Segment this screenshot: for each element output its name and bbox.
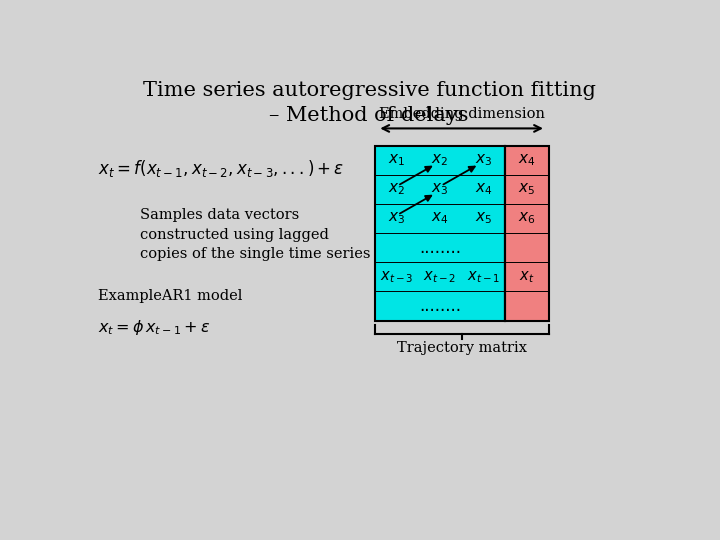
Text: $x_{t-3}$: $x_{t-3}$: [379, 269, 413, 285]
Bar: [505, 146, 549, 321]
Text: $x_t = \phi\, x_{t-1} + \varepsilon$: $x_t = \phi\, x_{t-1} + \varepsilon$: [99, 319, 211, 338]
Text: $x_2$: $x_2$: [388, 181, 405, 198]
Text: ExampleAR1 model: ExampleAR1 model: [99, 289, 243, 303]
Text: $x_{t-2}$: $x_{t-2}$: [423, 269, 456, 285]
Text: Embedding dimension: Embedding dimension: [379, 107, 544, 122]
Text: Trajectory matrix: Trajectory matrix: [397, 341, 526, 355]
Text: $x_4$: $x_4$: [474, 181, 492, 198]
Text: $x_1$: $x_1$: [388, 153, 405, 168]
Text: $x_{t-1}$: $x_{t-1}$: [467, 269, 500, 285]
Text: $x_3$: $x_3$: [431, 181, 449, 198]
Text: – Method of delays: – Method of delays: [269, 106, 469, 125]
Text: $x_3$: $x_3$: [474, 153, 492, 168]
Text: $x_t$: $x_t$: [519, 269, 534, 285]
Text: $x_t = f(x_{t-1}, x_{t-2}, x_{t-3},...) + \varepsilon$: $x_t = f(x_{t-1}, x_{t-2}, x_{t-3},...) …: [99, 158, 345, 179]
Text: ........: ........: [419, 239, 461, 256]
Text: ........: ........: [419, 297, 461, 315]
Bar: [374, 146, 505, 321]
Text: $x_3$: $x_3$: [387, 211, 405, 226]
Text: $x_5$: $x_5$: [474, 211, 492, 226]
Text: $x_5$: $x_5$: [518, 181, 536, 198]
Text: $x_6$: $x_6$: [518, 211, 536, 226]
Text: $x_2$: $x_2$: [431, 153, 449, 168]
Text: Time series autoregressive function fitting: Time series autoregressive function fitt…: [143, 82, 595, 100]
Text: $x_4$: $x_4$: [518, 153, 536, 168]
Text: $x_4$: $x_4$: [431, 211, 449, 226]
Text: Samples data vectors
constructed using lagged
copies of the single time series: Samples data vectors constructed using l…: [140, 208, 371, 261]
